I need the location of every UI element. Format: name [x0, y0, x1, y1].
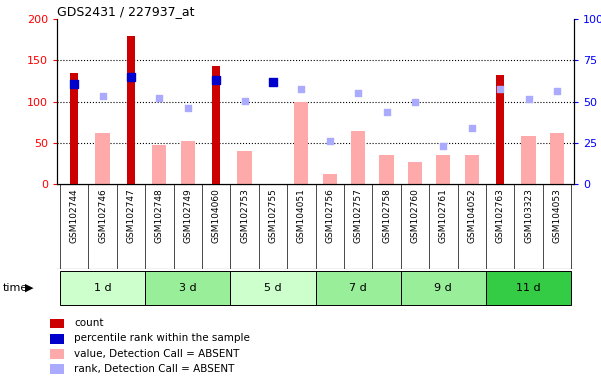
Bar	[50, 349, 64, 359]
Point	[154, 94, 164, 101]
Text: GSM104051: GSM104051	[297, 189, 306, 243]
Text: GSM102760: GSM102760	[410, 189, 419, 243]
Bar	[70, 73, 78, 184]
Point	[552, 88, 562, 94]
Text: 1 d: 1 d	[94, 283, 111, 293]
Text: ▶: ▶	[25, 283, 34, 293]
Bar	[323, 174, 337, 184]
Bar	[351, 131, 365, 184]
Bar	[96, 133, 109, 184]
Bar	[465, 156, 479, 184]
Point	[523, 96, 533, 103]
Text: 3 d: 3 d	[179, 283, 197, 293]
FancyBboxPatch shape	[145, 271, 230, 305]
Text: GSM102757: GSM102757	[353, 189, 362, 243]
Text: GSM104052: GSM104052	[467, 189, 476, 243]
Point	[410, 99, 419, 105]
Text: GSM103323: GSM103323	[524, 189, 533, 243]
Text: GSM102746: GSM102746	[98, 189, 107, 243]
Text: GSM102753: GSM102753	[240, 189, 249, 243]
Point	[439, 142, 448, 149]
Text: 9 d: 9 d	[435, 283, 452, 293]
Bar	[127, 36, 135, 184]
Point	[98, 93, 108, 99]
Text: GSM104053: GSM104053	[552, 189, 561, 243]
Text: GSM102744: GSM102744	[70, 189, 79, 243]
Bar	[50, 334, 64, 344]
Text: 11 d: 11 d	[516, 283, 541, 293]
Bar	[408, 162, 422, 184]
Text: GSM102756: GSM102756	[325, 189, 334, 243]
Bar	[379, 156, 394, 184]
Text: count: count	[74, 318, 103, 328]
Point	[126, 74, 136, 80]
FancyBboxPatch shape	[486, 271, 571, 305]
Bar	[294, 102, 308, 184]
Text: GDS2431 / 227937_at: GDS2431 / 227937_at	[57, 5, 195, 18]
Bar	[496, 74, 504, 184]
FancyBboxPatch shape	[60, 271, 145, 305]
Point	[268, 79, 278, 85]
Point	[382, 109, 391, 116]
Bar	[181, 141, 195, 184]
Text: GSM102758: GSM102758	[382, 189, 391, 243]
Bar	[522, 136, 535, 184]
Text: time: time	[3, 283, 28, 293]
Text: 7 d: 7 d	[349, 283, 367, 293]
Text: value, Detection Call = ABSENT: value, Detection Call = ABSENT	[74, 349, 240, 359]
FancyBboxPatch shape	[230, 271, 316, 305]
Point	[240, 98, 249, 104]
Point	[467, 125, 477, 131]
Bar	[550, 133, 564, 184]
Text: 5 d: 5 d	[264, 283, 282, 293]
Bar	[152, 145, 166, 184]
Text: GSM102763: GSM102763	[496, 189, 505, 243]
Text: percentile rank within the sample: percentile rank within the sample	[74, 333, 250, 343]
Bar	[50, 364, 64, 374]
Bar	[50, 319, 64, 328]
Bar	[212, 66, 221, 184]
Point	[325, 138, 335, 144]
Point	[353, 89, 363, 96]
Point	[183, 105, 192, 111]
Text: GSM102761: GSM102761	[439, 189, 448, 243]
Point	[495, 86, 505, 93]
Bar	[436, 156, 450, 184]
Text: GSM102755: GSM102755	[269, 189, 278, 243]
Text: GSM104060: GSM104060	[212, 189, 221, 243]
Point	[212, 77, 221, 83]
Bar	[237, 151, 252, 184]
Text: GSM102749: GSM102749	[183, 189, 192, 243]
FancyBboxPatch shape	[401, 271, 486, 305]
FancyBboxPatch shape	[316, 271, 401, 305]
Text: GSM102748: GSM102748	[155, 189, 164, 243]
Text: rank, Detection Call = ABSENT: rank, Detection Call = ABSENT	[74, 364, 234, 374]
Text: GSM102747: GSM102747	[126, 189, 135, 243]
Point	[69, 81, 79, 87]
Point	[296, 86, 306, 93]
